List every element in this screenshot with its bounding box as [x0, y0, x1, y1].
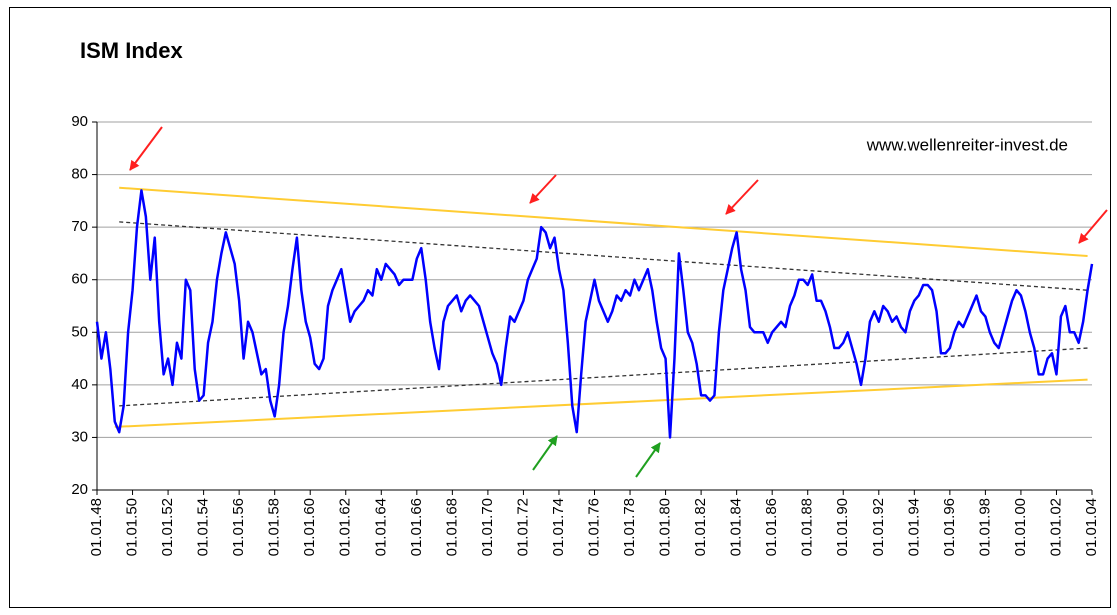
arrow — [635, 442, 661, 478]
arrow — [1078, 209, 1108, 244]
x-tick-label: 01.01.92 — [870, 498, 887, 556]
y-tick-label: 80 — [71, 166, 88, 183]
x-tick-label: 01.01.76 — [585, 498, 602, 556]
arrow — [129, 126, 163, 171]
x-tick-label: 01.01.78 — [621, 498, 638, 556]
x-tick-label: 01.01.70 — [479, 498, 496, 556]
chart-frame — [9, 7, 1111, 608]
x-tick-label: 01.01.52 — [159, 498, 176, 556]
x-tick-label: 01.01.48 — [88, 498, 105, 556]
y-tick-label: 60 — [71, 271, 88, 288]
arrow — [529, 174, 557, 204]
x-tick-label: 01.01.66 — [408, 498, 425, 556]
x-tick-label: 01.01.72 — [514, 498, 531, 556]
x-tick-label: 01.01.82 — [692, 498, 709, 556]
data-line — [95, 189, 1094, 439]
x-tick-label: 01.01.54 — [195, 498, 212, 556]
arrow — [532, 435, 558, 471]
x-tick-label: 01.01.64 — [372, 498, 389, 556]
y-tick-label: 90 — [71, 113, 88, 130]
chart-title: ISM Index — [80, 38, 183, 63]
x-tick-label: 01.01.90 — [834, 498, 851, 556]
x-tick-label: 01.01.58 — [266, 498, 283, 556]
x-tick-label: 01.01.50 — [124, 498, 141, 556]
x-tick-label: 01.01.04 — [1083, 498, 1100, 556]
arrows — [129, 126, 1108, 478]
x-tick-label: 01.01.96 — [941, 498, 958, 556]
x-tick-label: 01.01.60 — [301, 498, 318, 556]
arrow — [725, 179, 759, 215]
x-tick-label: 01.01.84 — [728, 498, 745, 556]
trend-line — [114, 378, 1088, 428]
x-tick-label: 01.01.88 — [799, 498, 816, 556]
annotation: www.wellenreiter-invest.de — [866, 135, 1068, 154]
y-tick-label: 40 — [71, 376, 88, 393]
x-tick-label: 01.01.62 — [337, 498, 354, 556]
y-tick-label: 50 — [71, 323, 88, 340]
x-tick-label: 01.01.56 — [230, 498, 247, 556]
x-tick-label: 01.01.86 — [763, 498, 780, 556]
x-tick-label: 01.01.80 — [657, 498, 674, 556]
x-tick-label: 01.01.98 — [976, 498, 993, 556]
trend-line — [119, 347, 1088, 407]
y-tick-label: 30 — [71, 428, 88, 445]
x-tick-label: 01.01.00 — [1012, 498, 1029, 556]
trend-line — [119, 186, 1088, 258]
x-tick-label: 01.01.02 — [1047, 498, 1064, 556]
x-tick-label: 01.01.94 — [905, 498, 922, 556]
trend-line — [119, 221, 1088, 291]
x-tick-label: 01.01.68 — [443, 498, 460, 556]
x-tick-label: 01.01.74 — [550, 498, 567, 556]
y-tick-label: 70 — [71, 218, 88, 235]
y-tick-label: 20 — [71, 481, 88, 498]
